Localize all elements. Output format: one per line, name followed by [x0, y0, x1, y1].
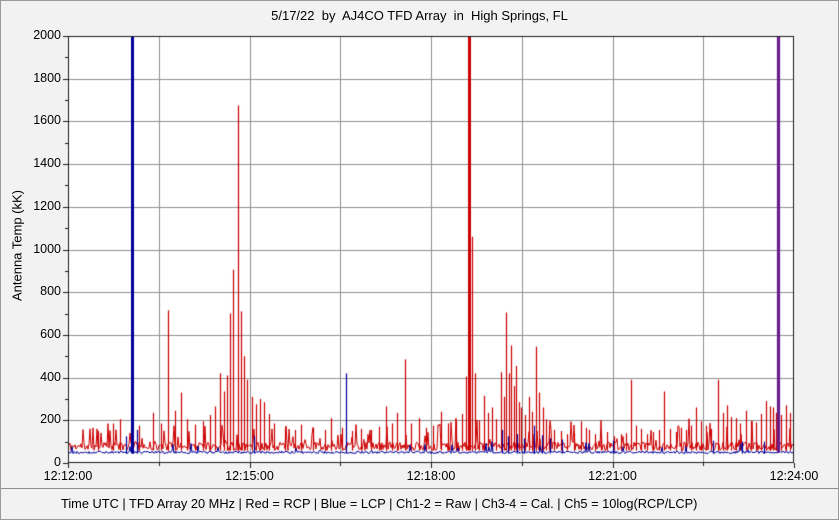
chart-title: 5/17/22 by AJ4CO TFD Array in High Sprin…	[271, 8, 568, 23]
x-tick-label: 12:15:00	[225, 469, 274, 483]
x-tick-label: 12:18:00	[406, 469, 456, 483]
status-bar: Time UTC | TFD Array 20 MHz | Red = RCP …	[1, 488, 838, 519]
x-tick-label: 12:12:00	[43, 469, 93, 483]
y-tick-label: 1400	[33, 156, 61, 171]
y-tick-label: 600	[40, 326, 61, 341]
y-tick-label: 800	[40, 284, 61, 299]
y-tick-label: 400	[40, 369, 61, 384]
status-text: Time UTC | TFD Array 20 MHz | Red = RCP …	[61, 496, 698, 511]
y-tick-label: 2000	[33, 28, 61, 42]
y-tick-label: 1600	[33, 113, 61, 128]
y-tick-label: 1800	[33, 70, 61, 85]
y-tick-label: 1200	[33, 198, 61, 213]
x-tick-label: 12:24:00	[769, 469, 819, 483]
y-tick-label: 0	[54, 455, 61, 469]
plot-canvas	[1, 1, 839, 490]
x-tick-label: 12:21:00	[588, 469, 637, 483]
y-tick-label: 200	[40, 412, 61, 427]
y-tick-label: 1000	[33, 241, 61, 256]
